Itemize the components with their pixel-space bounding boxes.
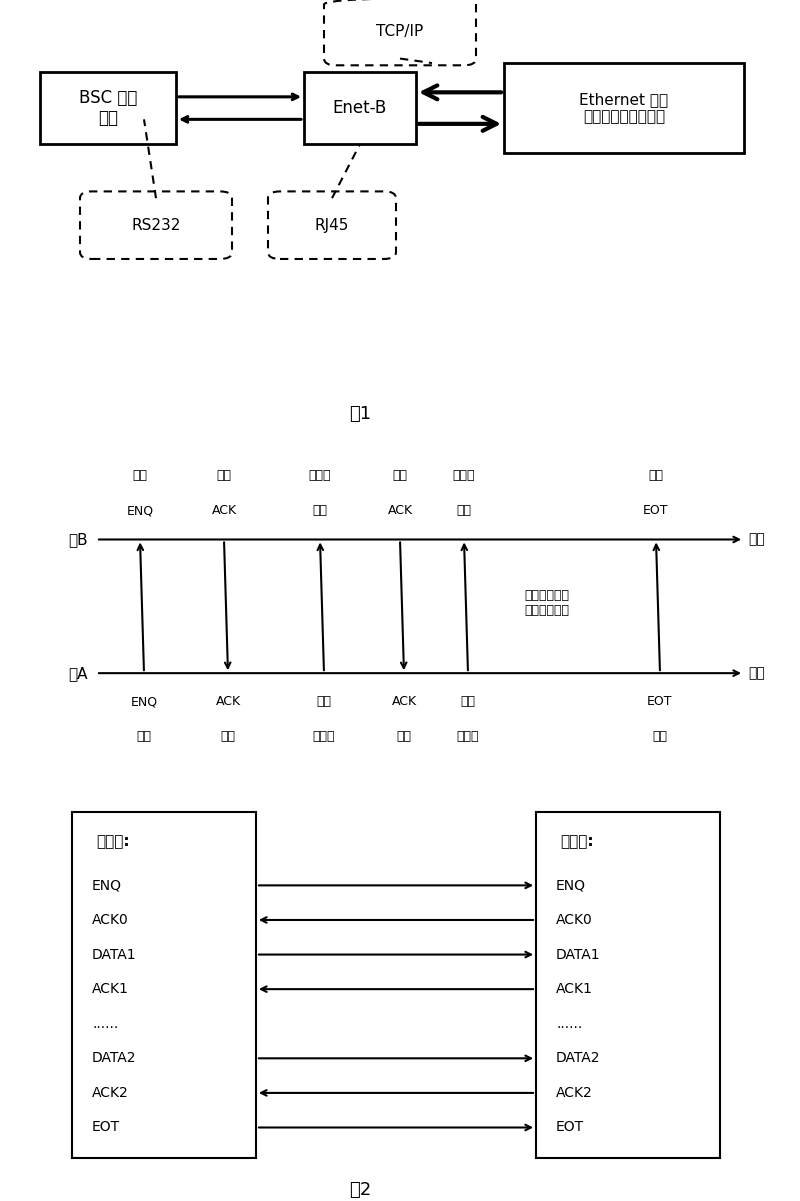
Text: 据帧: 据帧 <box>313 504 327 518</box>
Text: 时间: 时间 <box>748 532 765 546</box>
Text: Ethernet 设备
实现通讯的应用程序: Ethernet 设备 实现通讯的应用程序 <box>579 92 669 124</box>
Text: 时间: 时间 <box>748 667 765 680</box>
Bar <box>72 812 256 1158</box>
Text: ACK0: ACK0 <box>92 913 129 927</box>
Text: BSC 串口
设备: BSC 串口 设备 <box>79 89 137 127</box>
Text: ACK: ACK <box>215 695 241 709</box>
Text: 据帧: 据帧 <box>461 695 475 709</box>
Text: 接收: 接收 <box>133 470 147 482</box>
Text: TCP/IP: TCP/IP <box>376 24 424 38</box>
Text: ACK2: ACK2 <box>92 1086 129 1100</box>
Text: 发送: 发送 <box>393 470 407 482</box>
Text: ENQ: ENQ <box>126 504 154 518</box>
Text: 接收: 接收 <box>221 730 235 743</box>
Text: 发送: 发送 <box>653 730 667 743</box>
Text: ENQ: ENQ <box>130 695 158 709</box>
Text: ACK1: ACK1 <box>556 982 593 996</box>
Text: ACK2: ACK2 <box>556 1086 593 1100</box>
Text: EOT: EOT <box>643 504 669 518</box>
Text: 继续交替交换
数据帧和确认: 继续交替交换 数据帧和确认 <box>524 590 569 617</box>
Text: ......: ...... <box>92 1017 118 1030</box>
Text: EOT: EOT <box>647 695 673 709</box>
Text: 图2: 图2 <box>349 1182 371 1199</box>
Text: ACK: ACK <box>211 504 237 518</box>
Text: DATA2: DATA2 <box>556 1051 601 1065</box>
Text: DATA1: DATA1 <box>556 948 601 962</box>
Bar <box>304 72 416 144</box>
Text: 站B: 站B <box>68 532 88 546</box>
Text: ENQ: ENQ <box>92 878 122 892</box>
Text: 接收: 接收 <box>397 730 411 743</box>
Text: 接收: 接收 <box>649 470 663 482</box>
Bar <box>536 812 720 1158</box>
Text: RS232: RS232 <box>131 217 181 233</box>
Text: 站A: 站A <box>69 665 88 681</box>
Text: EOT: EOT <box>92 1121 120 1135</box>
Text: 据帧: 据帧 <box>457 504 471 518</box>
Text: ......: ...... <box>556 1017 582 1030</box>
Text: 发送: 发送 <box>137 730 151 743</box>
Text: 发送: 发送 <box>217 470 231 482</box>
Text: ACK0: ACK0 <box>556 913 593 927</box>
Text: ACK: ACK <box>387 504 413 518</box>
Bar <box>40 72 176 144</box>
Text: EOT: EOT <box>556 1121 584 1135</box>
Text: 发送端:: 发送端: <box>96 835 130 849</box>
Text: ACK: ACK <box>391 695 417 709</box>
Text: RJ45: RJ45 <box>315 217 349 233</box>
Text: DATA2: DATA2 <box>92 1051 137 1065</box>
Text: 发送数: 发送数 <box>313 730 335 743</box>
Bar <box>504 62 744 154</box>
Text: 发送数: 发送数 <box>457 730 479 743</box>
Text: 接收数: 接收数 <box>453 470 475 482</box>
Text: 图1: 图1 <box>349 406 371 423</box>
Text: DATA1: DATA1 <box>92 948 137 962</box>
Text: 接收端:: 接收端: <box>560 835 594 849</box>
Text: Enet-B: Enet-B <box>333 100 387 116</box>
Text: ACK1: ACK1 <box>92 982 129 996</box>
Text: 据帧: 据帧 <box>317 695 331 709</box>
Text: ENQ: ENQ <box>556 878 586 892</box>
Text: 接收数: 接收数 <box>309 470 331 482</box>
